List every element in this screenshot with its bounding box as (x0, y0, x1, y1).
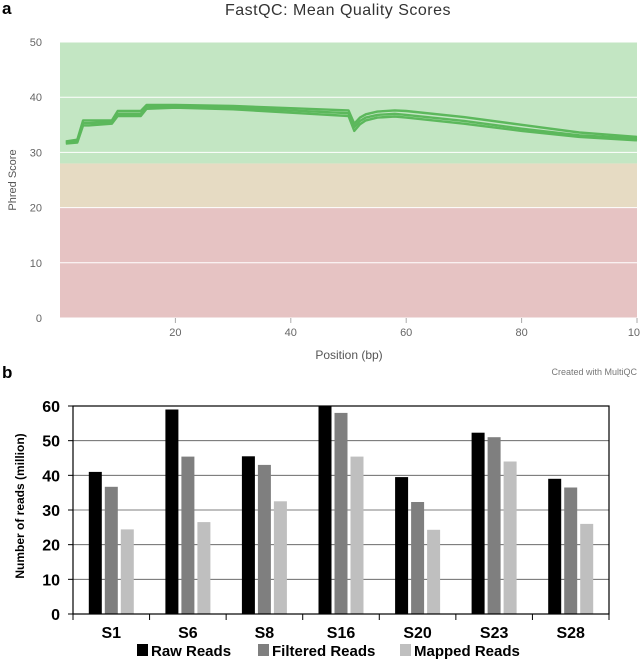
y-tick-label: 50 (42, 434, 60, 451)
category-label: S1 (101, 625, 121, 642)
reads-bar-chart: 0 10 20 30 40 50 60 S1 S6 S8 S16 S20 S23 S28 Number … (13, 399, 610, 660)
y-tick-label: 30 (30, 147, 42, 159)
x-tick-label: 60 (400, 327, 412, 339)
legend-label: Mapped Reads (414, 643, 520, 660)
quality-band-1 (60, 163, 637, 208)
x-tick-label: 20 (169, 327, 181, 339)
panel-a-label: a (2, 0, 12, 18)
legend-swatch (137, 644, 148, 656)
y-tick-label: 0 (36, 313, 42, 325)
y-tick-label: 0 (51, 607, 60, 624)
panel-b-label: b (2, 363, 12, 382)
bar-S20-mapped-reads (427, 529, 441, 614)
bar-S8-mapped-reads (273, 501, 287, 614)
bar-S16-raw-reads (318, 406, 332, 614)
bar-S23-raw-reads (471, 432, 485, 614)
legend-swatch (258, 644, 269, 656)
y-tick-label: 40 (30, 92, 42, 104)
chart-b-legend: Raw Reads Filtered Reads Mapped Reads (137, 643, 520, 660)
bar-S1-raw-reads (88, 471, 102, 614)
y-tick-label: 50 (30, 37, 42, 49)
category-label: S16 (327, 625, 356, 642)
bar-S6-filtered-reads (181, 456, 195, 614)
category-label: S28 (556, 625, 585, 642)
legend-label: Raw Reads (151, 643, 231, 660)
x-tick-label: 80 (515, 327, 527, 339)
chart-a-ylabel: Phred Score (7, 149, 19, 210)
category-label: S23 (480, 625, 509, 642)
bar-S6-raw-reads (165, 409, 179, 614)
bar-S16-mapped-reads (350, 456, 364, 614)
bar-S6-mapped-reads (197, 522, 211, 614)
bar-S16-filtered-reads (334, 412, 348, 614)
bar-S28-filtered-reads (564, 487, 578, 614)
bar-S8-filtered-reads (257, 464, 271, 614)
y-tick-label: 10 (30, 258, 42, 270)
category-label: S20 (403, 625, 432, 642)
bar-S1-filtered-reads (104, 486, 118, 614)
category-label: S6 (178, 625, 198, 642)
bar-S20-raw-reads (395, 477, 409, 614)
bar-S23-mapped-reads (503, 461, 517, 614)
x-tick-label: 100 (628, 327, 640, 339)
chart-b-ylabel: Number of reads (million) (13, 433, 27, 578)
bar-S20-filtered-reads (411, 502, 425, 614)
chart-a-xlabel: Position (bp) (315, 348, 382, 362)
y-tick-label: 20 (30, 203, 42, 215)
quality-line-upper (65, 103, 638, 143)
y-tick-label: 60 (42, 399, 60, 416)
chart-a-title: FastQC: Mean Quality Scores (225, 2, 451, 19)
bar-S28-mapped-reads (580, 523, 594, 614)
y-tick-label: 40 (42, 468, 60, 485)
quality-band-2 (60, 42, 637, 164)
bar-S1-mapped-reads (120, 529, 134, 614)
legend-swatch (400, 644, 411, 656)
bar-S23-filtered-reads (487, 437, 501, 614)
y-tick-label: 30 (42, 503, 60, 520)
bar-S28-raw-reads (548, 478, 562, 614)
y-tick-label: 20 (42, 538, 60, 555)
chart-a-credit: Created with MultiQC (551, 367, 637, 377)
category-label: S8 (255, 625, 275, 642)
x-tick-label: 40 (285, 327, 297, 339)
bar-S8-raw-reads (241, 456, 255, 614)
quality-line-middle (65, 104, 638, 144)
y-tick-label: 10 (42, 572, 60, 589)
legend-label: Filtered Reads (272, 643, 375, 660)
quality-score-chart: FastQC: Mean Quality Scores 01020304050 … (7, 2, 640, 377)
quality-line-lower (65, 106, 638, 145)
